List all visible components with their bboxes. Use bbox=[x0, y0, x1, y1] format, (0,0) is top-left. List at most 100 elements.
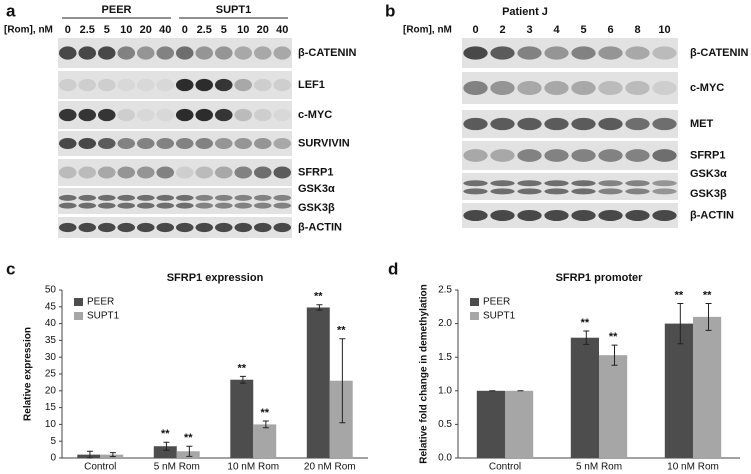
dose-label: 20 bbox=[140, 24, 152, 36]
blot-band bbox=[195, 138, 214, 149]
blot-band bbox=[571, 149, 596, 162]
blot-band bbox=[175, 138, 194, 149]
blot-band bbox=[490, 180, 515, 187]
blot-band bbox=[136, 194, 155, 201]
blot-band bbox=[156, 222, 175, 233]
y-axis-label: Relative fold change in demethylation bbox=[419, 284, 430, 463]
blot-band bbox=[117, 138, 136, 149]
blot-band bbox=[625, 210, 650, 221]
blot-band bbox=[195, 46, 214, 60]
blot-band bbox=[175, 202, 194, 209]
blot-band bbox=[517, 188, 542, 195]
blot-band bbox=[214, 108, 233, 122]
blot-strip bbox=[462, 173, 678, 200]
blot-band bbox=[253, 108, 272, 122]
significance: ** bbox=[337, 325, 346, 337]
bar bbox=[570, 337, 599, 458]
blot-band bbox=[234, 108, 253, 122]
x-tick-label: Control bbox=[489, 462, 521, 473]
y-tick-label: 2.5 bbox=[438, 285, 452, 296]
blot-band bbox=[97, 138, 116, 149]
error-bar bbox=[262, 420, 269, 429]
blot-strip bbox=[58, 159, 292, 186]
blot-band bbox=[58, 108, 77, 122]
blot-band bbox=[463, 149, 488, 162]
blot-band bbox=[156, 202, 175, 209]
y-tick-label: 45 bbox=[45, 301, 57, 312]
legend-label: SUPT1 bbox=[87, 311, 120, 322]
blot-band bbox=[490, 80, 515, 96]
error-bar bbox=[611, 344, 618, 366]
blot-band bbox=[490, 46, 515, 60]
blot-band bbox=[463, 117, 488, 131]
blot-band bbox=[517, 149, 542, 162]
significance: ** bbox=[184, 432, 193, 444]
dose-label: 6 bbox=[607, 24, 613, 36]
blot-band bbox=[273, 78, 292, 92]
significance: ** bbox=[314, 291, 323, 303]
blot-band bbox=[214, 222, 233, 233]
blot-band bbox=[490, 188, 515, 195]
blot-band bbox=[652, 46, 677, 60]
blot-band bbox=[97, 166, 116, 179]
blot-band bbox=[136, 78, 155, 92]
bar bbox=[693, 316, 722, 458]
bar bbox=[599, 355, 628, 458]
row-label: β-ACTIN bbox=[298, 221, 342, 233]
blot-band bbox=[273, 46, 292, 60]
error-bar bbox=[86, 450, 93, 459]
blot-band bbox=[97, 222, 116, 233]
blot-band bbox=[136, 108, 155, 122]
y-axis-label: Relative expression bbox=[23, 327, 34, 421]
blot-band bbox=[625, 188, 650, 195]
blot-band bbox=[78, 222, 97, 233]
dose-label: 0 bbox=[65, 24, 71, 36]
blot-band bbox=[234, 222, 253, 233]
row-label: SFRP1 bbox=[298, 166, 333, 178]
dose-label: 10 bbox=[658, 24, 670, 36]
dose-label: 5 bbox=[221, 24, 227, 36]
dose-label: 0 bbox=[182, 24, 188, 36]
blot-band bbox=[97, 46, 116, 60]
blot-band bbox=[136, 166, 155, 179]
row-label: SFRP1 bbox=[690, 149, 725, 161]
legend-label: SUPT1 bbox=[483, 311, 516, 322]
blot-band bbox=[214, 202, 233, 209]
legend-swatch bbox=[74, 312, 83, 320]
y-tick-label: 25 bbox=[45, 369, 57, 380]
blot-band bbox=[571, 46, 596, 60]
y-tick-label: 40 bbox=[45, 318, 57, 329]
blot-band bbox=[117, 108, 136, 122]
blot-band bbox=[253, 222, 272, 233]
blot-band bbox=[273, 222, 292, 233]
bar bbox=[329, 380, 353, 458]
blot-band bbox=[117, 78, 136, 92]
dose-label: 10 bbox=[120, 24, 132, 36]
error-bar bbox=[677, 302, 684, 345]
blot-band bbox=[463, 210, 488, 221]
y-tick-label: 50 bbox=[45, 285, 57, 296]
blot-band bbox=[234, 78, 253, 92]
blot-band bbox=[117, 46, 136, 60]
blot-band bbox=[517, 117, 542, 131]
bar bbox=[476, 390, 505, 458]
dose-label: 3 bbox=[526, 24, 532, 36]
blot-band bbox=[234, 166, 253, 179]
group-label: PEER bbox=[102, 4, 132, 16]
blot-band bbox=[156, 46, 175, 60]
blot-band bbox=[571, 180, 596, 187]
blot-band bbox=[652, 117, 677, 131]
blot-band bbox=[652, 210, 677, 221]
blot-band bbox=[195, 202, 214, 209]
significance: ** bbox=[260, 407, 269, 419]
blot-band bbox=[97, 78, 116, 92]
blot-band bbox=[58, 78, 77, 92]
bar bbox=[306, 307, 330, 458]
blot-band bbox=[652, 180, 677, 187]
blot-band bbox=[58, 202, 77, 209]
row-label: LEF1 bbox=[298, 79, 325, 91]
row-label: GSK3α bbox=[298, 183, 335, 195]
dose-label: 20 bbox=[257, 24, 269, 36]
error-bar bbox=[109, 452, 116, 458]
blot-band bbox=[544, 149, 569, 162]
